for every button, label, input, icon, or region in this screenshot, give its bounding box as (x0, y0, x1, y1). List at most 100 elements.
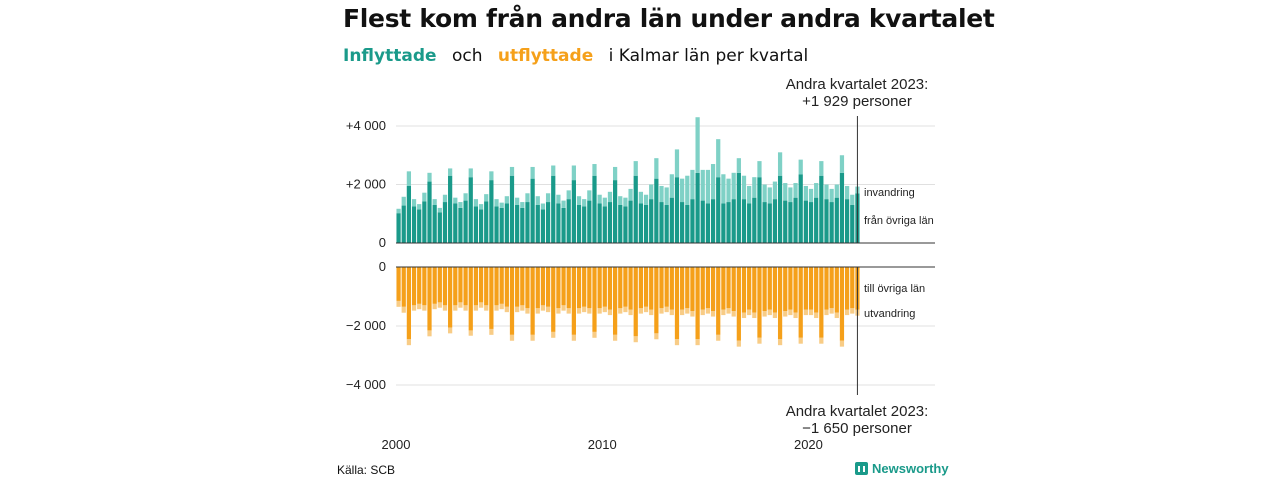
bar-till-ovriga-lan (504, 267, 509, 307)
bar-utvandring (767, 309, 772, 316)
bar-till-ovriga-lan (772, 267, 778, 313)
bar-invandring (731, 172, 736, 200)
bar-till-ovriga-lan (468, 267, 473, 331)
bar-till-ovriga-lan (401, 267, 406, 307)
bar-fran-ovriga-lan (396, 213, 401, 243)
bar-till-ovriga-lan (839, 267, 845, 341)
bar-invandring (716, 139, 721, 178)
bar-till-ovriga-lan (458, 267, 463, 303)
bar-invandring (808, 188, 814, 203)
chart-subtitle: Inflyttade och utflyttade i Kalmar län p… (343, 46, 818, 66)
bar-till-ovriga-lan (489, 267, 494, 329)
bar-fran-ovriga-lan (721, 203, 726, 243)
bar-till-ovriga-lan (417, 267, 422, 304)
bar-utvandring (463, 305, 468, 311)
bar-invandring (649, 184, 654, 200)
bar-utvandring (509, 334, 515, 341)
bar-utvandring (489, 328, 494, 335)
bar-till-ovriga-lan (561, 267, 566, 306)
bar-utvandring (478, 302, 484, 308)
bar-utvandring (602, 306, 607, 313)
x-tick-label: 2010 (588, 437, 617, 452)
bar-fran-ovriga-lan (839, 172, 845, 243)
bar-fran-ovriga-lan (747, 203, 752, 243)
bar-utvandring (721, 309, 726, 316)
bar-utvandring (638, 308, 644, 314)
bar-fran-ovriga-lan (602, 206, 607, 243)
bar-fran-ovriga-lan (808, 202, 814, 243)
bar-till-ovriga-lan (690, 267, 695, 312)
bar-fran-ovriga-lan (777, 175, 783, 243)
bar-fran-ovriga-lan (844, 199, 850, 243)
bar-invandring (520, 202, 525, 208)
bar-fran-ovriga-lan (561, 207, 566, 243)
bar-utvandring (494, 305, 499, 311)
bar-utvandring (798, 337, 803, 344)
bar-till-ovriga-lan (499, 267, 504, 304)
bar-till-ovriga-lan (829, 267, 834, 309)
bar-invandring (453, 197, 458, 204)
bar-utvandring (530, 334, 535, 341)
bar-till-ovriga-lan (685, 267, 690, 309)
bar-till-ovriga-lan (473, 267, 479, 306)
bar-till-ovriga-lan (628, 267, 633, 310)
bar-invandring (814, 183, 819, 198)
bar-utvandring (411, 305, 417, 311)
bar-fran-ovriga-lan (664, 204, 669, 243)
bar-fran-ovriga-lan (489, 180, 494, 243)
bar-invandring (406, 171, 412, 186)
bar-fran-ovriga-lan (659, 202, 664, 243)
bar-fran-ovriga-lan (592, 175, 597, 243)
bar-till-ovriga-lan (478, 267, 484, 303)
bar-invandring (618, 196, 623, 205)
bar-invandring (602, 197, 607, 207)
bar-invandring (659, 185, 664, 203)
bar-till-ovriga-lan (484, 267, 489, 306)
bar-utvandring (499, 303, 504, 310)
bar-utvandring (669, 309, 674, 316)
bar-fran-ovriga-lan (401, 205, 406, 243)
bar-invandring (824, 184, 829, 200)
bar-invandring (458, 202, 463, 208)
bar-utvandring (515, 306, 520, 313)
bar-invandring (747, 185, 752, 204)
bar-invandring (674, 149, 680, 178)
bar-utvandring (540, 305, 546, 311)
bar-till-ovriga-lan (566, 267, 571, 309)
bar-invandring (788, 187, 793, 203)
bar-fran-ovriga-lan (473, 206, 479, 243)
bar-invandring (576, 196, 582, 205)
bar-invandring (535, 196, 540, 205)
bar-utvandring (757, 337, 762, 344)
bar-fran-ovriga-lan (674, 177, 680, 243)
bar-till-ovriga-lan (592, 267, 597, 332)
annotation-bottom-label: Andra kvartalet 2023: (786, 403, 929, 420)
bar-fran-ovriga-lan (649, 199, 654, 243)
bar-till-ovriga-lan (411, 267, 417, 306)
bar-fran-ovriga-lan (752, 197, 757, 243)
bar-till-ovriga-lan (741, 267, 747, 313)
bar-till-ovriga-lan (674, 267, 680, 340)
bar-utvandring (716, 334, 721, 341)
bar-utvandring (710, 311, 716, 317)
bar-fran-ovriga-lan (607, 202, 613, 243)
bar-invandring (710, 164, 716, 200)
bar-fran-ovriga-lan (468, 177, 473, 243)
bar-utvandring (705, 308, 711, 314)
bar-invandring (839, 155, 845, 173)
bar-utvandring (618, 308, 623, 314)
bar-fran-ovriga-lan (571, 180, 576, 243)
bar-till-ovriga-lan (442, 267, 448, 306)
bar-utvandring (504, 306, 509, 313)
bar-utvandring (736, 340, 741, 347)
bar-invandring (396, 208, 401, 214)
bar-till-ovriga-lan (422, 267, 427, 306)
bar-till-ovriga-lan (432, 267, 437, 304)
bar-till-ovriga-lan (448, 267, 453, 328)
bar-fran-ovriga-lan (705, 203, 711, 243)
bar-invandring (721, 174, 726, 204)
bar-invandring (844, 185, 850, 200)
bar-utvandring (814, 312, 819, 319)
bar-utvandring (772, 312, 778, 319)
bar-invandring (515, 197, 520, 205)
